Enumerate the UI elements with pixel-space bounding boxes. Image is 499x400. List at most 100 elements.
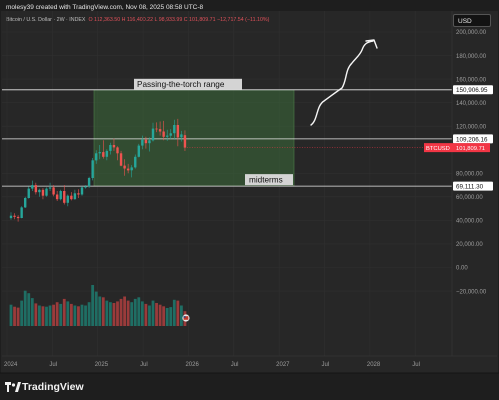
candle-body (80, 187, 84, 195)
candle-body (134, 156, 137, 168)
flag-icon-stripe (183, 316, 189, 320)
x-tick-label: 2024 (4, 362, 18, 368)
candle-body (9, 215, 13, 219)
candle-body (176, 125, 180, 138)
candle-body (84, 186, 87, 188)
volume-bar (140, 301, 144, 326)
volume-bar (116, 301, 119, 326)
volume-bar (144, 303, 148, 326)
x-tick-label: Jul (140, 362, 148, 368)
last-price-symbol: BTCUSD (426, 146, 450, 152)
candle-body (20, 207, 23, 218)
candle-body (13, 215, 16, 217)
volume-bar (80, 304, 84, 326)
level-label-bg (453, 134, 493, 144)
candle-body (70, 195, 73, 200)
candle-body (55, 194, 59, 200)
volume-bar (155, 303, 158, 326)
x-tick-label: Jul (322, 362, 330, 368)
last-price-value: 101,809.71 (456, 146, 485, 152)
candle-body (102, 152, 105, 157)
volume-bar (16, 307, 20, 326)
candle-body (158, 129, 162, 132)
volume-bar (169, 307, 173, 326)
range-box (93, 89, 295, 187)
volume-bar (165, 308, 169, 326)
volume-bar (119, 298, 123, 326)
candle-body (38, 189, 41, 193)
symbol-legend: Bitcoin / U.S. Dollar · 2W · INDEX O 112… (6, 17, 269, 23)
volume-bar (130, 302, 134, 326)
candle-body (112, 145, 116, 148)
y-tick-label: −20,000.00 (456, 289, 487, 295)
flag-icon-canton (183, 316, 186, 318)
tradingview-logo-icon (5, 382, 21, 392)
candle-body (63, 191, 66, 203)
candle-body (155, 128, 158, 130)
volume-bar (126, 300, 130, 326)
y-tick-label: 180,000.00 (456, 54, 487, 60)
candle-body (66, 195, 69, 203)
candle-body (41, 189, 45, 196)
x-tick-label: Jul (49, 362, 57, 368)
volume-bar (45, 306, 48, 326)
volume-bar (172, 299, 176, 326)
candle-body (144, 139, 148, 144)
volume-bar (55, 302, 59, 326)
last-price-tag (424, 143, 490, 153)
candle-body (73, 193, 77, 200)
y-tick-label: 120,000.00 (456, 124, 487, 130)
volume-bar (101, 297, 105, 326)
volume-bar (94, 291, 98, 326)
candle-body (166, 135, 169, 137)
y-tick-label: 80,000.00 (456, 172, 483, 178)
y-tick-label: 200,000.00 (456, 30, 487, 36)
volume-bar (34, 303, 38, 326)
midterms-label: midterms (249, 176, 283, 185)
volume-bar (137, 297, 141, 326)
candle-body (183, 135, 187, 148)
candle-body (123, 165, 126, 169)
volume-bar (133, 298, 137, 326)
candle-body (173, 125, 176, 134)
volume-bar (87, 302, 91, 326)
candle-body (141, 139, 144, 146)
x-tick-label: 2028 (367, 362, 381, 368)
x-tick-label: 2026 (185, 362, 199, 368)
volume-bar (91, 285, 95, 326)
volume-bar (27, 293, 31, 326)
volume-bar (77, 306, 80, 326)
volume-bar (23, 290, 27, 326)
projection-arrowhead (365, 39, 378, 49)
x-tick-label: Jul (412, 362, 420, 368)
level-label: 69,111.30 (456, 184, 484, 191)
y-tick-label: 0.00 (456, 266, 468, 272)
candle-body (105, 150, 109, 157)
midterms-label-bg (245, 174, 293, 186)
volume-bar (38, 305, 41, 326)
candle-body (48, 187, 52, 189)
volume-bar (148, 305, 151, 326)
y-tick-label: 160,000.00 (456, 77, 487, 83)
volume-bar (9, 304, 13, 326)
candle-body (27, 188, 30, 198)
level-label-bg (453, 181, 493, 191)
candle-body (151, 128, 155, 141)
candle-body (116, 147, 119, 154)
symbol-name: Bitcoin / U.S. Dollar · 2W · INDEX (6, 17, 86, 23)
x-tick-label: 2027 (276, 362, 290, 368)
volume-bar (59, 303, 63, 326)
volume-bar (123, 296, 126, 326)
volume-bar (41, 306, 45, 326)
level-label: 150,906.95 (456, 87, 488, 94)
currency-button[interactable]: USD (453, 14, 491, 27)
y-tick-label: 40,000.00 (456, 219, 483, 225)
range-label-bg (134, 78, 242, 90)
candle-body (137, 145, 140, 157)
y-tick-label: 20,000.00 (456, 242, 483, 248)
candle-body (91, 160, 94, 178)
volume-bar (69, 303, 73, 326)
volume-bar (162, 306, 166, 326)
